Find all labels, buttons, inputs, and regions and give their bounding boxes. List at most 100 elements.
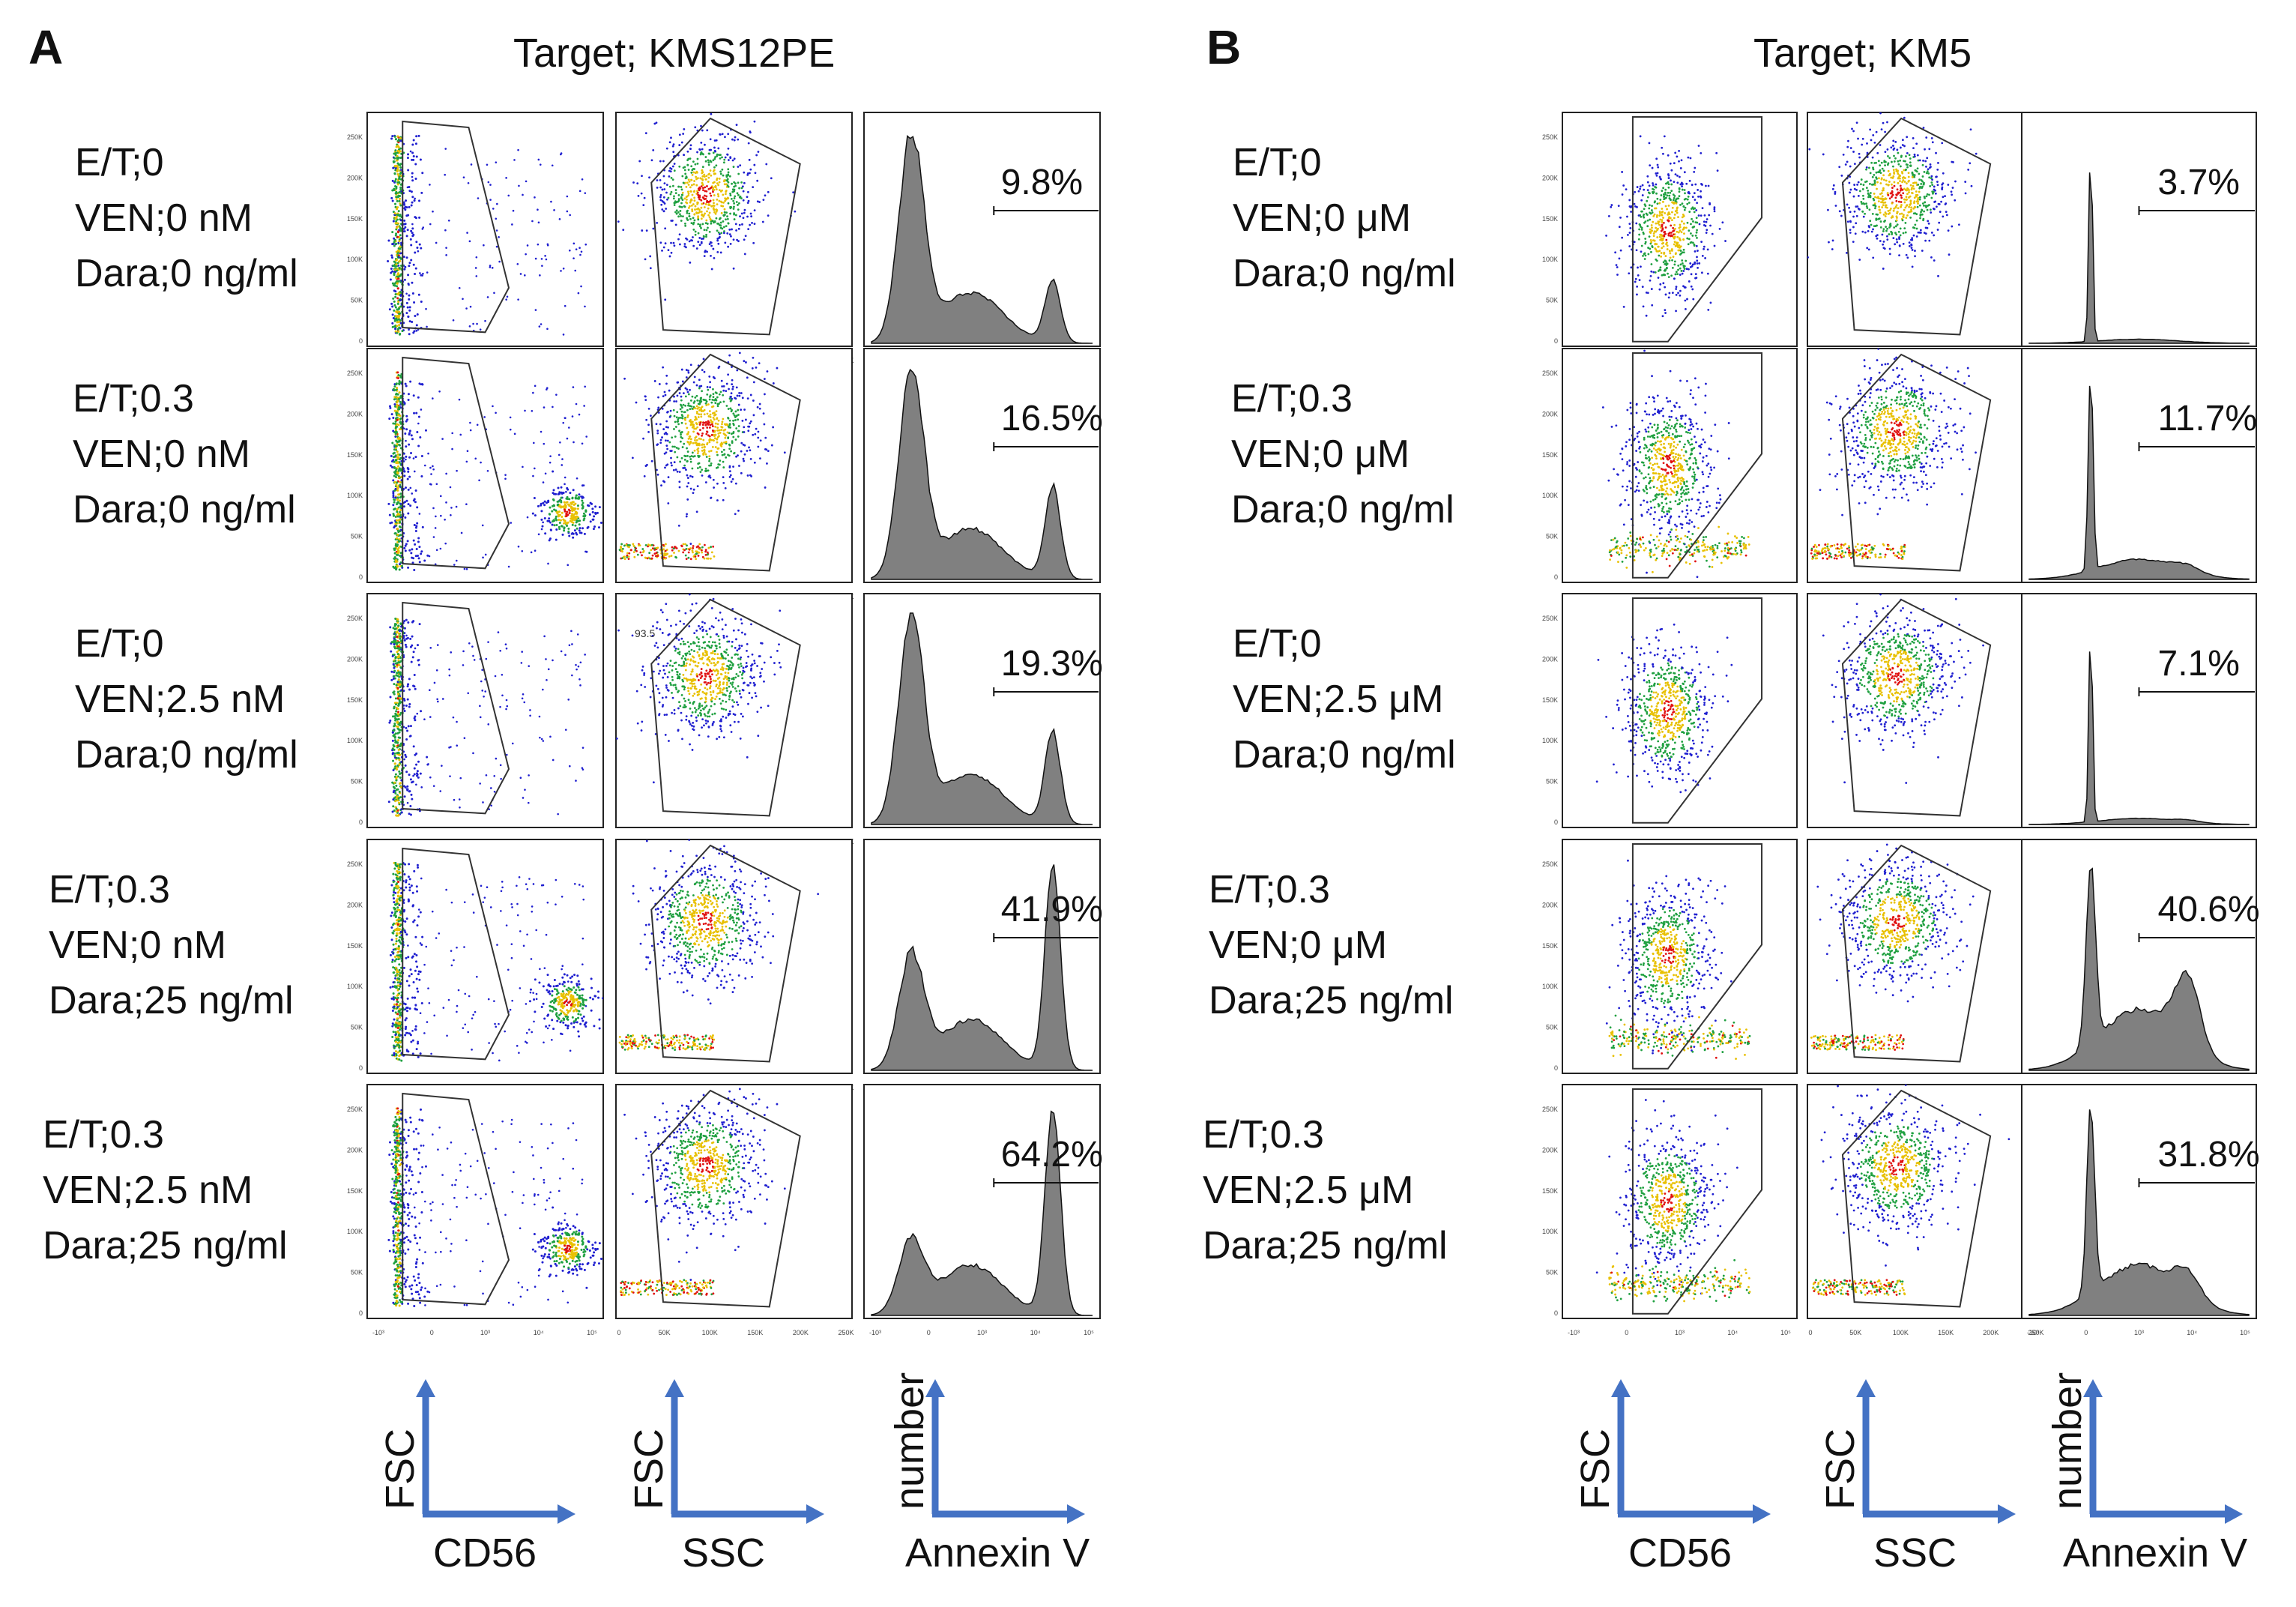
y-tick-label: 0 bbox=[1554, 1064, 1558, 1072]
annexin-pct: 11.7% bbox=[2158, 399, 2258, 438]
annexin-pct: 31.8% bbox=[2158, 1135, 2260, 1175]
axis-key-x-label: Annexin V bbox=[2063, 1531, 2247, 1576]
y-tick-label: 250K bbox=[347, 615, 363, 622]
y-tick-label: 150K bbox=[1542, 451, 1558, 459]
axis-key-x-label: CD56 bbox=[1628, 1531, 1732, 1576]
cd56-gate bbox=[1631, 597, 1763, 824]
y-tick-label: 100K bbox=[1542, 492, 1558, 499]
ssc-dots bbox=[1807, 112, 1978, 277]
ssc-dots bbox=[1810, 349, 1977, 560]
y-tick-label: 250K bbox=[347, 1106, 363, 1113]
condition-et: E/T;0 bbox=[1233, 141, 1322, 184]
axis-arrowhead-x bbox=[2225, 1504, 2243, 1524]
x-tick-label: 0 bbox=[2084, 1329, 2088, 1336]
y-tick-label: 250K bbox=[347, 133, 363, 141]
y-tick-label: 250K bbox=[347, 860, 363, 868]
axis-arrowhead-y bbox=[416, 1379, 435, 1397]
condition-et: E/T;0.3 bbox=[1203, 1113, 1324, 1157]
y-tick-label: 100K bbox=[1542, 1228, 1558, 1235]
condition-ven: VEN;2.5 μM bbox=[1203, 1169, 1414, 1212]
x-tick-label: 10⁴ bbox=[1030, 1329, 1041, 1336]
cd56-gate bbox=[1631, 843, 1763, 1070]
ssc-gate bbox=[650, 844, 801, 1063]
axis-arrowhead-y bbox=[665, 1379, 684, 1397]
condition-ven: VEN;0 nM bbox=[73, 432, 250, 476]
y-tick-label: 0 bbox=[359, 818, 363, 826]
annexin-pct: 19.3% bbox=[1001, 644, 1103, 684]
x-tick-label: 10⁴ bbox=[2187, 1329, 2197, 1336]
condition-label: E/T;0.3 VEN;2.5 nM Dara;25 ng/ml bbox=[43, 1107, 288, 1273]
gate-annotation: 93.5 bbox=[635, 627, 655, 639]
axis-key-y-label: FSC bbox=[1573, 1429, 1618, 1510]
y-tick-label: 150K bbox=[347, 942, 363, 950]
cd56-fsc-plot bbox=[366, 839, 604, 1074]
x-tick-label: 10³ bbox=[2134, 1329, 2144, 1336]
y-tick-label: 100K bbox=[347, 983, 363, 990]
cd56-dots bbox=[387, 618, 586, 817]
cd56-fsc-plot bbox=[366, 112, 604, 347]
ssc-fsc-plot bbox=[1807, 593, 2043, 828]
condition-dara: Dara;0 ng/ml bbox=[73, 488, 296, 531]
y-tick-label: 250K bbox=[1542, 1106, 1558, 1113]
condition-et: E/T;0.3 bbox=[1209, 868, 1330, 911]
y-tick-label: 0 bbox=[1554, 1309, 1558, 1317]
condition-label: E/T;0 VEN;2.5 nM Dara;0 ng/ml bbox=[75, 616, 298, 783]
axis-arrowhead-y bbox=[2083, 1379, 2103, 1397]
y-tick-label: 0 bbox=[359, 337, 363, 345]
x-tick-label: 0 bbox=[1625, 1329, 1628, 1336]
condition-et: E/T;0 bbox=[75, 622, 164, 666]
y-tick-label: 100K bbox=[1542, 983, 1558, 990]
x-tick-label: 200K bbox=[1983, 1329, 1999, 1336]
ssc-gate bbox=[1841, 353, 1992, 572]
y-tick-label: 200K bbox=[347, 174, 363, 181]
cd56-gate bbox=[1631, 1088, 1763, 1315]
annexin-pct: 40.6% bbox=[2158, 890, 2260, 929]
y-tick-label: 250K bbox=[1542, 615, 1558, 622]
panel-title-b: Target; KM5 bbox=[1753, 31, 1972, 76]
x-tick-label: 250K bbox=[2028, 1329, 2043, 1336]
y-tick-label: 200K bbox=[1542, 1146, 1558, 1154]
x-tick-label: 10³ bbox=[480, 1329, 490, 1336]
panel-letter-a: A bbox=[28, 20, 64, 74]
y-tick-label: 100K bbox=[347, 1228, 363, 1235]
y-tick-label: 200K bbox=[1542, 410, 1558, 417]
y-tick-label: 50K bbox=[1546, 1269, 1558, 1276]
y-tick-label: 50K bbox=[1546, 778, 1558, 786]
axis-key-y-label: FSC bbox=[1818, 1429, 1863, 1510]
cd56-gate bbox=[402, 847, 510, 1061]
ssc-gate bbox=[1841, 844, 1992, 1063]
condition-dara: Dara;0 ng/ml bbox=[1233, 733, 1456, 777]
y-tick-label: 50K bbox=[1546, 1024, 1558, 1031]
condition-label: E/T;0 VEN;0 nM Dara;0 ng/ml bbox=[75, 135, 298, 301]
condition-dara: Dara;25 ng/ml bbox=[1203, 1224, 1448, 1267]
ssc-fsc-plot bbox=[1807, 348, 2043, 583]
annexin-histogram bbox=[2021, 593, 2257, 828]
condition-label: E/T;0 VEN;0 μM Dara;0 ng/ml bbox=[1233, 135, 1456, 301]
ssc-fsc-plot bbox=[615, 839, 853, 1074]
ssc-dots bbox=[618, 352, 786, 561]
condition-label: E/T;0.3 VEN;0 nM Dara;0 ng/ml bbox=[73, 371, 296, 537]
condition-ven: VEN;2.5 nM bbox=[75, 678, 286, 721]
condition-et: E/T;0 bbox=[75, 141, 164, 184]
cd56-dots bbox=[387, 371, 602, 572]
axis-arrowhead-x bbox=[1753, 1504, 1771, 1524]
ssc-fsc-plot bbox=[615, 112, 853, 347]
y-tick-label: 250K bbox=[1542, 133, 1558, 141]
y-tick-label: 250K bbox=[1542, 370, 1558, 377]
cd56-dots bbox=[389, 861, 603, 1062]
condition-et: E/T;0.3 bbox=[49, 868, 170, 911]
y-tick-label: 150K bbox=[347, 215, 363, 223]
panel-title-a: Target; KMS12PE bbox=[513, 31, 836, 76]
y-tick-label: 100K bbox=[347, 256, 363, 263]
condition-ven: VEN;0 nM bbox=[75, 196, 253, 240]
axis-key-y-label: FSC bbox=[378, 1429, 423, 1510]
ssc-dots bbox=[1811, 1085, 2010, 1296]
y-tick-label: 100K bbox=[1542, 737, 1558, 744]
histogram-area bbox=[2028, 385, 2250, 580]
histogram-area bbox=[2028, 651, 2250, 825]
condition-label: E/T;0.3 VEN;0 μM Dara;25 ng/ml bbox=[1209, 862, 1454, 1028]
condition-ven: VEN;0 μM bbox=[1231, 432, 1410, 476]
condition-dara: Dara;0 ng/ml bbox=[1233, 252, 1456, 295]
y-tick-label: 200K bbox=[1542, 901, 1558, 908]
